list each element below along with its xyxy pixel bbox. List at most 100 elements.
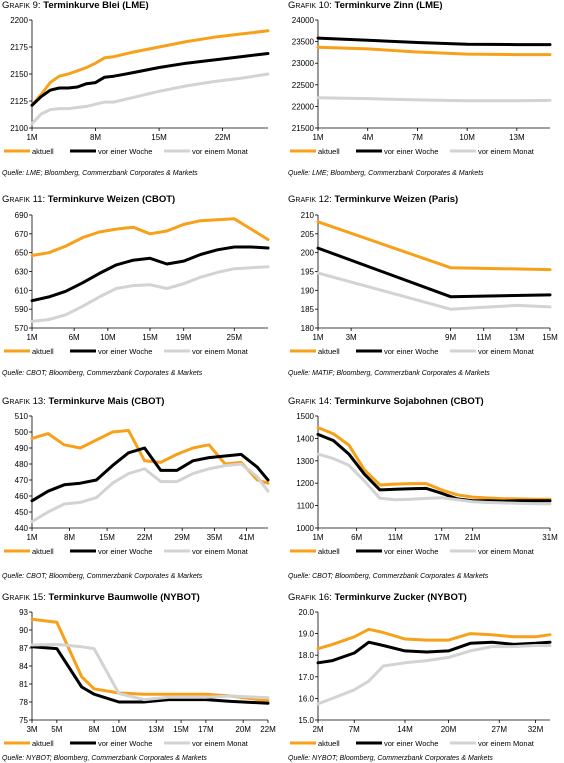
y-tick-label: 75 <box>19 716 28 725</box>
series-line-woche <box>316 432 552 503</box>
x-tick-label: 31M <box>542 533 558 542</box>
chart-panel-g13: Grafik 13: Terminkurve Mais (CBOT) 440 45… <box>0 396 282 588</box>
chart-name: Terminkurve Weizen (Paris) <box>334 194 459 205</box>
chart-g9: 2100 2125 2150 2175 2200 1M 8M 15M 22M aktuell vor… <box>4 16 270 156</box>
x-tick-label: 29M <box>174 533 190 542</box>
x-tick-label: 8M <box>64 533 75 542</box>
chart-number: Grafik 13: <box>2 396 46 407</box>
x-tick-label: 22M <box>137 533 153 542</box>
legend-label-woche: vor einer Woche <box>98 739 152 748</box>
x-tick-label: 20M <box>235 725 251 734</box>
y-tick-label: 17.0 <box>298 673 314 682</box>
legend-label-woche: vor einer Woche <box>98 147 152 156</box>
x-tick-label: 22M <box>260 725 276 734</box>
y-tick-label: 510 <box>15 412 29 421</box>
y-tick-label: 490 <box>15 444 29 453</box>
x-tick-label: 17M <box>198 725 214 734</box>
series-line-woche <box>316 36 552 47</box>
y-tick-label: 2125 <box>10 97 28 106</box>
x-tick-label: 8M <box>89 725 100 734</box>
x-tick-label: 1M <box>312 533 323 542</box>
series-line-woche <box>30 52 270 107</box>
y-tick-label: 500 <box>15 428 29 437</box>
x-tick-label: 15M <box>542 333 558 342</box>
chart-source: Quelle: NYBOT; Bloomberg, Commerzbank Co… <box>2 755 207 762</box>
x-tick-label: 22M <box>215 133 231 142</box>
y-tick-label: 190 <box>301 286 315 295</box>
legend-label-aktuell: aktuell <box>32 347 54 356</box>
legend-label-aktuell: aktuell <box>318 739 340 748</box>
x-tick-label: 25M <box>227 333 243 342</box>
y-tick-label: 15.0 <box>298 716 314 725</box>
x-tick-label: 10M <box>111 725 127 734</box>
legend-label-aktuell: aktuell <box>32 739 54 748</box>
y-tick-label: 570 <box>15 324 29 333</box>
series-line-monat <box>30 462 270 524</box>
legend-label-monat: vor einem Monat <box>192 739 249 748</box>
x-tick-label: 3M <box>26 725 37 734</box>
y-tick-label: 185 <box>301 305 315 314</box>
x-tick-label: 7M <box>412 133 423 142</box>
legend-label-woche: vor einer Woche <box>384 739 438 748</box>
series-line-monat <box>316 452 552 506</box>
x-tick-label: 8M <box>90 133 101 142</box>
x-tick-label: 20M <box>441 725 457 734</box>
series-line-aktuell <box>30 29 270 107</box>
x-tick-label: 15M <box>142 333 158 342</box>
chart-number: Grafik 11: <box>2 194 46 205</box>
y-tick-label: 22000 <box>292 102 315 111</box>
x-tick-label: 13M <box>509 133 525 142</box>
series-line-aktuell <box>316 220 552 272</box>
chart-title: Grafik 16: Terminkurve Zucker (NYBOT) <box>288 592 467 603</box>
x-tick-label: 1M <box>26 533 37 542</box>
y-tick-label: 20.0 <box>298 608 314 617</box>
chart-source: Quelle: CBOT; Bloomberg, Commerzbank Cor… <box>288 573 489 580</box>
chart-title: Grafik 11: Terminkurve Weizen (CBOT) <box>2 194 175 205</box>
chart-g11: 570 590 610 630 650 670 690 1M 6M 10M 15M 19M 25M akt… <box>4 211 270 356</box>
x-tick-label: 2M <box>312 725 323 734</box>
y-tick-label: 1100 <box>297 502 315 511</box>
chart-number: Grafik 16: <box>288 592 332 603</box>
y-tick-label: 93 <box>19 608 28 617</box>
y-tick-label: 460 <box>15 492 29 501</box>
y-tick-label: 2175 <box>10 43 28 52</box>
y-tick-label: 1500 <box>296 412 314 421</box>
legend-label-aktuell: aktuell <box>318 147 340 156</box>
chart-title: Grafik 14: Terminkurve Sojabohnen (CBOT) <box>288 396 484 407</box>
series-line-woche <box>30 245 270 303</box>
y-tick-label: 670 <box>15 230 29 239</box>
legend-label-aktuell: aktuell <box>318 347 340 356</box>
y-tick-label: 200 <box>301 249 315 258</box>
y-tick-label: 590 <box>15 305 29 314</box>
legend-label-aktuell: aktuell <box>32 547 54 556</box>
y-tick-label: 1000 <box>296 524 314 533</box>
y-tick-label: 23000 <box>292 59 315 68</box>
x-tick-label: 1M <box>312 133 323 142</box>
series-line-aktuell <box>30 217 270 257</box>
x-tick-label: 4M <box>362 133 373 142</box>
chart-title: Grafik 10: Terminkurve Zinn (LME) <box>288 0 443 11</box>
y-tick-label: 2150 <box>10 70 28 79</box>
y-tick-label: 22500 <box>292 81 315 90</box>
legend-label-monat: vor einem Monat <box>478 347 535 356</box>
x-tick-label: 15M <box>151 133 167 142</box>
series-line-woche <box>30 645 270 705</box>
y-tick-label: 690 <box>15 211 29 220</box>
x-tick-label: 27M <box>491 725 507 734</box>
series-line-aktuell <box>316 627 552 651</box>
x-tick-label: 7M <box>349 725 360 734</box>
x-tick-label: 32M <box>528 725 544 734</box>
legend-label-monat: vor einem Monat <box>192 547 249 556</box>
chart-title: Grafik 12: Terminkurve Weizen (Paris) <box>288 194 458 205</box>
chart-title: Grafik 13: Terminkurve Mais (CBOT) <box>2 396 164 407</box>
x-tick-label: 3M <box>346 333 357 342</box>
x-tick-label: 17M <box>434 533 450 542</box>
y-tick-label: 1300 <box>296 457 314 466</box>
chart-number: Grafik 9: <box>2 0 41 11</box>
y-tick-label: 78 <box>19 698 28 707</box>
legend-label-monat: vor einem Monat <box>192 347 249 356</box>
chart-g15: 75 78 81 84 87 90 93 3M 5M 8M 10M 13M 15M 17M 20M 22M ak… <box>4 608 276 748</box>
chart-name: Terminkurve Sojabohnen (CBOT) <box>334 396 484 407</box>
legend-label-monat: vor einem Monat <box>478 147 535 156</box>
y-tick-label: 610 <box>15 286 29 295</box>
